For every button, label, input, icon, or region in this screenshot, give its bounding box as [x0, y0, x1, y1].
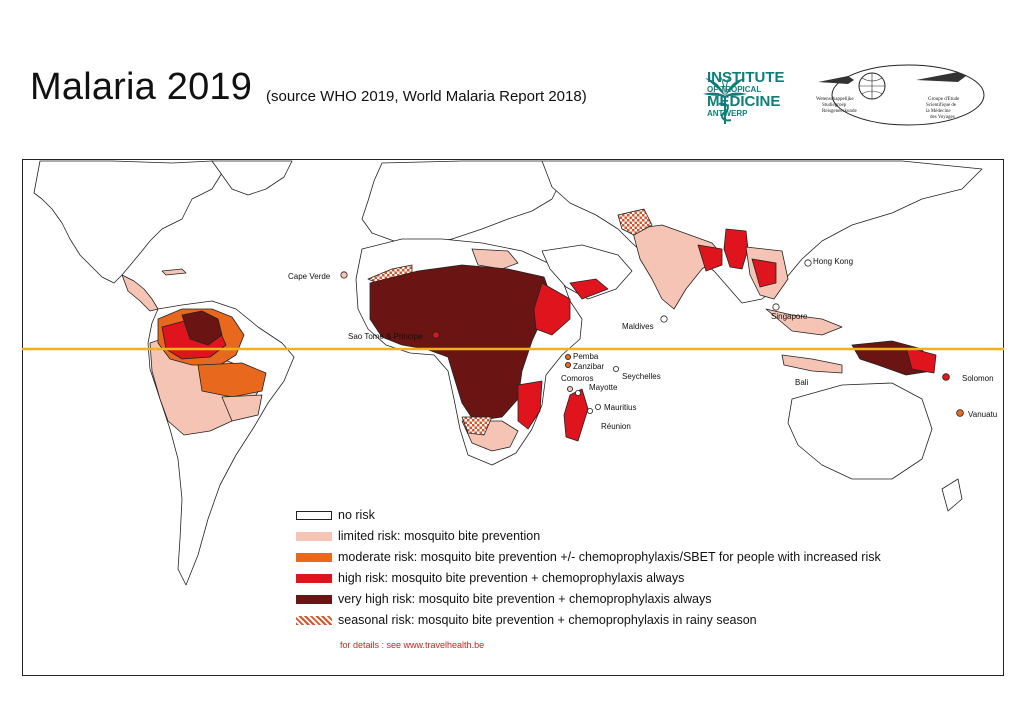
world-malaria-map	[22, 160, 1004, 586]
north-africa-limited	[471, 248, 519, 270]
page-title: Malaria 2019	[30, 66, 253, 108]
svg-text:des Voyages: des Voyages	[930, 115, 955, 120]
mauritius-marker	[595, 403, 602, 410]
itm-logo-icon	[703, 70, 747, 124]
svg-text:Scientifique de: Scientifique de	[926, 103, 957, 108]
brazil-moderate	[197, 362, 267, 398]
new-zealand	[941, 478, 963, 512]
central-america	[121, 274, 159, 312]
label-pemba: Pemba	[573, 352, 599, 361]
label-mauritius: Mauritius	[604, 403, 637, 412]
itm-logo-text: INSTITUTE OF TROPICAL MEDICINE ANTWERP	[707, 69, 785, 118]
reunion-marker	[587, 407, 594, 414]
label-cape-verde: Cape Verde	[288, 272, 331, 281]
label-singapore: Singapore	[771, 312, 808, 321]
asia	[541, 160, 983, 304]
label-maldives: Maldives	[622, 322, 654, 331]
greenland	[211, 160, 293, 196]
india-east-high	[697, 244, 723, 272]
europe	[361, 160, 563, 246]
society-logo-icon: Wetenschappelijke Studiegroep Reisgenees…	[816, 64, 985, 126]
details-link[interactable]: for details : see www.travelhealth.be	[340, 640, 485, 650]
label-comoros: Comoros	[561, 374, 594, 383]
svg-text:Groupe d'Etude: Groupe d'Etude	[928, 97, 960, 102]
east-africa-high	[533, 282, 571, 336]
map-frame	[22, 159, 1004, 676]
australia	[787, 382, 933, 480]
svg-text:Studiegroep: Studiegroep	[822, 103, 847, 108]
legend-swatch-limited	[296, 532, 332, 541]
sao-tome-marker	[432, 331, 440, 339]
legend-swatch-no-risk	[296, 511, 332, 520]
indonesia	[781, 354, 843, 374]
label-hong-kong: Hong Kong	[813, 257, 854, 266]
legend-swatch-seasonal	[296, 616, 332, 625]
brazil-limited	[221, 394, 263, 422]
pemba-marker	[565, 353, 572, 360]
indochina-high	[751, 258, 777, 288]
comoros-marker	[567, 385, 574, 392]
myanmar-high	[723, 228, 749, 270]
mozambique-high	[517, 380, 543, 430]
north-america	[33, 160, 223, 284]
pakistan-seasonal	[617, 208, 653, 236]
yemen-high	[569, 278, 609, 300]
seychelles-marker	[613, 365, 620, 372]
cape-verde-marker	[340, 271, 348, 279]
page-subtitle: (source WHO 2019, World Malaria Report 2…	[266, 88, 587, 105]
svg-text:Reisgeneeskunde: Reisgeneeskunde	[822, 109, 857, 114]
label-sao-tome: Sao Tome & Principe	[348, 332, 423, 341]
label-mayotte: Mayotte	[589, 383, 618, 392]
vanuatu-marker	[956, 409, 964, 417]
label-bali: Bali	[795, 378, 809, 387]
solomon-marker	[942, 373, 950, 381]
label-solomon: Solomon	[962, 374, 994, 383]
southern-africa-seasonal	[461, 416, 493, 436]
arabia	[541, 244, 633, 300]
svg-text:Wetenschappelijke: Wetenschappelijke	[816, 97, 854, 102]
singapore-marker	[772, 303, 780, 311]
legend-swatch-very-high	[296, 595, 332, 604]
maldives-marker	[660, 315, 668, 323]
label-zanzibar: Zanzibar	[573, 362, 605, 371]
label-vanuatu: Vanuatu	[968, 410, 998, 419]
hong-kong-marker	[804, 259, 812, 267]
legend-swatch-moderate	[296, 553, 332, 562]
legend-swatch-high	[296, 574, 332, 583]
malaysia-limited	[765, 308, 843, 336]
label-reunion: Réunion	[601, 422, 631, 431]
label-seychelles: Seychelles	[622, 372, 661, 381]
zanzibar-marker	[565, 361, 572, 368]
guiana-very-high	[181, 310, 223, 346]
africa-very-high	[369, 264, 553, 422]
caribbean-islands	[161, 268, 187, 276]
madagascar	[563, 388, 589, 442]
svg-text:la Médecine: la Médecine	[926, 109, 951, 114]
new-guinea-high	[905, 346, 937, 374]
mayotte-marker	[575, 389, 582, 396]
